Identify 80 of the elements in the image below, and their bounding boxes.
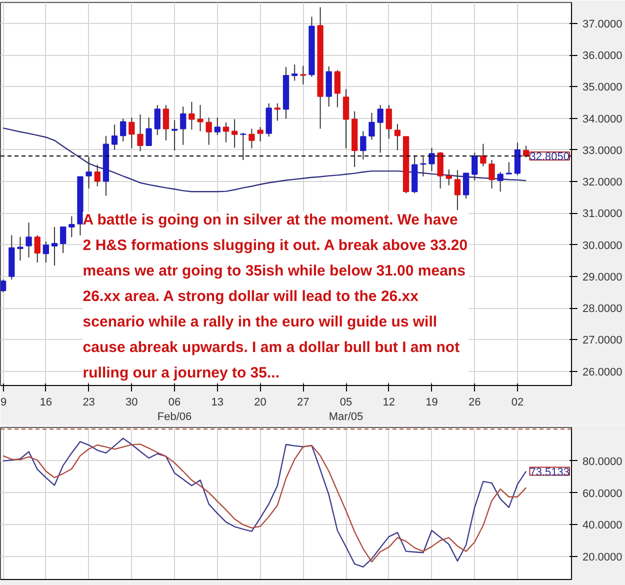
candlestick	[94, 164, 100, 187]
x-tick-label: 02	[511, 396, 524, 408]
y-tick-label: 32.0000	[582, 176, 622, 189]
candlestick	[42, 241, 50, 263]
candlestick	[446, 168, 452, 186]
candlestick	[394, 123, 401, 151]
candlestick	[206, 117, 212, 146]
x-tick-label: 06 Feb/06	[157, 396, 192, 423]
candlestick	[472, 152, 478, 182]
candlestick	[506, 162, 512, 175]
x-tick-label: 12	[382, 396, 396, 408]
candlestick	[68, 216, 75, 238]
candlestick	[146, 117, 152, 146]
candlestick	[300, 65, 306, 85]
y-tick-label: 80.0000	[582, 456, 622, 468]
annotation: A battle is going on in silver at the moment. We have 2 H&S formations slugging it out. A break above 33.20 means we atr going to 35ish while below 31.00 means 26.xx area. A strong dollar will lead to the 26.xx scenario while a rally in the euro will guide us will cause abreak upwards. I am a dollar bull but I am not rulling our a journey to 35...	[82, 212, 468, 382]
candlestick	[522, 145, 530, 158]
candlestick	[86, 156, 92, 189]
y-tick-label: 40.0000	[582, 520, 622, 532]
x-tick-label: 9	[0, 396, 7, 408]
candlestick	[120, 118, 126, 142]
candlestick	[360, 130, 366, 160]
candlestick	[17, 236, 24, 262]
candlestick	[188, 101, 195, 130]
candlestick	[274, 102, 280, 122]
candlestick	[154, 104, 160, 136]
candlestick	[171, 120, 178, 152]
x-tick-label: 26	[468, 396, 481, 408]
candlestick	[26, 222, 32, 258]
candlestick	[497, 172, 504, 192]
candlestick	[111, 124, 118, 150]
y-tick-label: 20.0000	[582, 551, 622, 564]
y-tick-label: 28.0000	[582, 303, 622, 316]
y-tick-label: 33.0000	[582, 144, 622, 157]
candlestick	[292, 64, 298, 82]
x-tick-label: 13	[211, 396, 224, 408]
candlestick	[0, 279, 6, 293]
candlestick	[231, 118, 238, 148]
candlestick	[488, 160, 495, 189]
candlestick	[162, 104, 170, 141]
x-tick-label: 16	[40, 396, 52, 408]
y-tick-label: 27.0000	[582, 334, 622, 347]
candlestick	[454, 170, 461, 210]
candlestick	[480, 143, 486, 167]
candlestick	[60, 226, 66, 254]
x-tick-label: 19	[426, 396, 438, 408]
candlestick	[428, 147, 435, 172]
x-tick-label: 30	[126, 396, 138, 408]
y-tick-label: 29.0000	[582, 271, 622, 284]
y-tick-label: 35.0000	[582, 82, 622, 94]
candlestick	[51, 226, 58, 266]
candlestick	[128, 117, 135, 149]
candlestick	[214, 117, 220, 136]
y-tick-label: 36.0000	[582, 50, 622, 62]
candlestick	[197, 104, 204, 132]
x-tick-label: 20	[254, 396, 266, 408]
candlestick	[386, 104, 392, 140]
candlestick	[222, 122, 230, 143]
candlestick	[248, 128, 255, 149]
candlestick	[514, 142, 521, 176]
y-tick-label: 37.0000	[582, 18, 622, 30]
candlestick	[137, 114, 144, 152]
candlestick	[334, 70, 341, 108]
candlestick	[462, 172, 470, 200]
candlestick	[342, 88, 350, 149]
candlestick	[257, 126, 264, 142]
candlestick	[377, 104, 384, 154]
candlestick	[437, 152, 444, 189]
y-tick-label: 31.0000	[582, 208, 622, 220]
y-tick-label: 26.0000	[582, 366, 622, 378]
candlestick	[34, 234, 40, 263]
x-tick-label: 27	[297, 396, 310, 408]
y-tick-label: 30.0000	[582, 240, 622, 252]
x-tick-label: 23	[82, 396, 95, 408]
candlestick	[180, 106, 186, 146]
x-tick-label: 05 Mar/05	[328, 396, 364, 423]
candlestick	[240, 132, 246, 160]
y-tick-label: 60.0000	[582, 488, 622, 500]
candlestick	[368, 112, 375, 140]
y-tick-label: 34.0000	[582, 113, 622, 126]
